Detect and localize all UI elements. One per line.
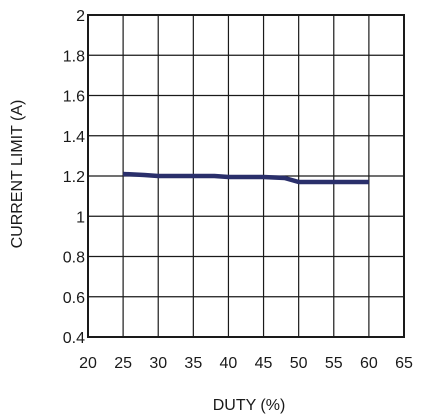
y-tick-label: 1.2: [63, 169, 85, 186]
y-tick-label: 1: [76, 209, 85, 226]
y-tick-label: 0.8: [63, 250, 85, 267]
x-tick-label: 65: [395, 355, 413, 372]
plot-frame: [87, 14, 405, 338]
y-tick-label: 0.6: [63, 290, 85, 307]
y-tick-label: 0.4: [63, 330, 85, 347]
x-tick-label: 60: [360, 355, 378, 372]
y-axis-label: CURRENT LIMIT (A): [9, 100, 26, 249]
chart-series: [122, 171, 369, 185]
x-axis-label: DUTY (%): [213, 397, 286, 414]
y-tick-label: 1.4: [63, 129, 85, 146]
y-tick-label: 1.8: [63, 48, 85, 65]
series-line-0: [122, 171, 369, 185]
y-tick-label: 1.6: [63, 89, 85, 106]
x-tick-label: 55: [325, 355, 343, 372]
x-tick-label: 30: [149, 355, 167, 372]
x-tick-label: 25: [114, 355, 132, 372]
x-tick-label: 35: [184, 355, 202, 372]
x-tick-label: 40: [220, 355, 238, 372]
x-tick-label: 20: [79, 355, 97, 372]
tick-labels: 20 25 30 35 40 45 50 55 60 65 0.4 0.6 0.8 1 1.2 1.4 1.6 1…: [63, 8, 413, 372]
x-tick-label: 50: [290, 355, 308, 372]
x-tick-label: 45: [255, 355, 273, 372]
y-tick-label: 2: [76, 8, 85, 25]
